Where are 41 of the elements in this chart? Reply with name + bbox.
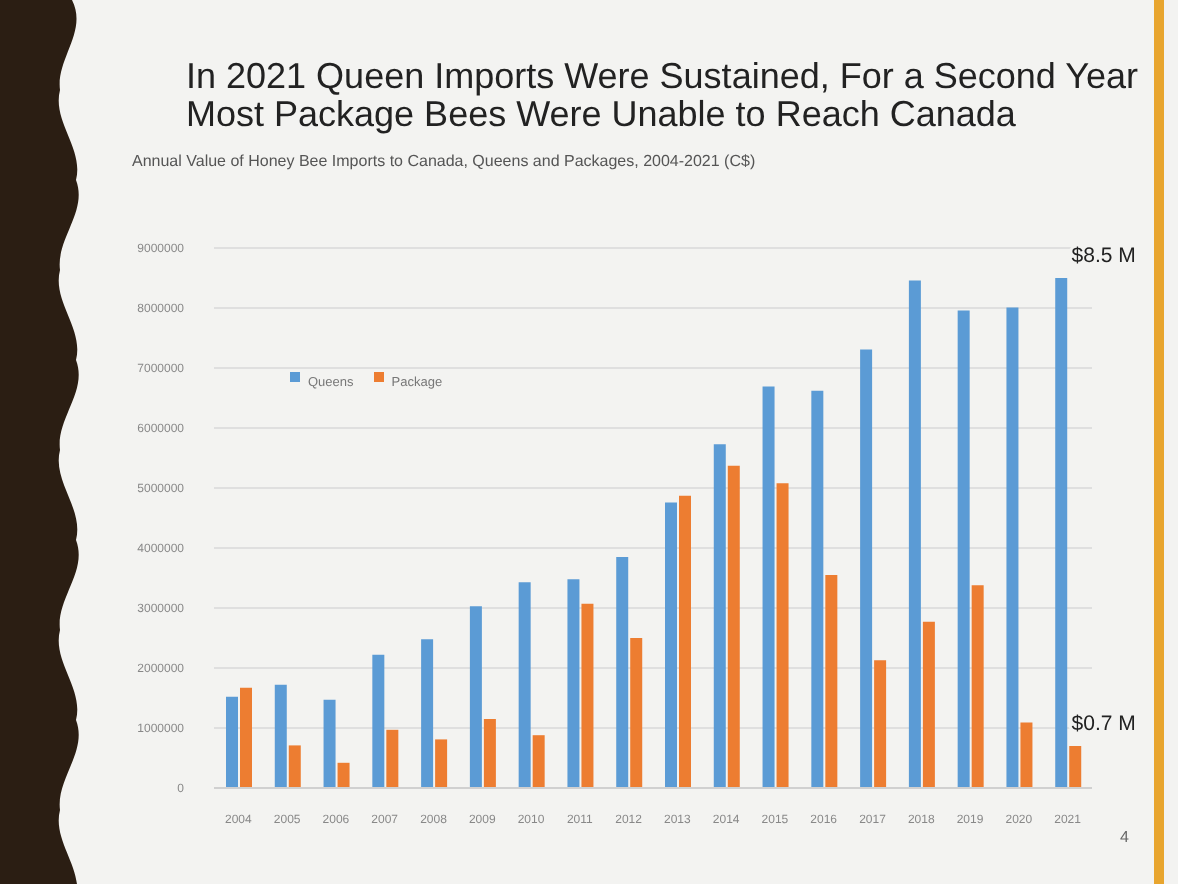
bar bbox=[240, 687, 252, 788]
bar bbox=[971, 585, 984, 788]
bar bbox=[483, 719, 496, 788]
bar bbox=[435, 739, 448, 788]
bar bbox=[323, 699, 336, 788]
annotation: $0.7 M bbox=[1071, 712, 1136, 736]
bar bbox=[518, 582, 531, 788]
bar bbox=[226, 696, 238, 788]
bar bbox=[1055, 278, 1068, 788]
bar bbox=[874, 660, 887, 788]
bar bbox=[616, 557, 629, 788]
chart-title: In 2021 Queen Imports Were Sustained, For a Second Year Most Package Bees Were Unable to Reach Canada bbox=[186, 56, 1140, 134]
annotation: $8.5 M bbox=[1071, 244, 1136, 268]
bar bbox=[957, 310, 970, 788]
bar bbox=[665, 502, 677, 788]
bar bbox=[469, 606, 482, 788]
bar bbox=[532, 735, 545, 788]
bar bbox=[727, 465, 740, 788]
bar bbox=[825, 575, 838, 788]
bar bbox=[922, 621, 935, 788]
bar bbox=[1020, 722, 1033, 788]
bar bbox=[811, 390, 824, 788]
bar bbox=[1069, 746, 1082, 788]
bar bbox=[567, 579, 580, 788]
bar bbox=[274, 684, 287, 788]
bar bbox=[762, 386, 775, 788]
bar bbox=[337, 762, 350, 788]
bar bbox=[1006, 307, 1019, 788]
bar bbox=[860, 349, 873, 788]
bar bbox=[372, 654, 385, 788]
bar bbox=[581, 603, 594, 788]
bar bbox=[908, 280, 921, 788]
bar bbox=[776, 483, 789, 788]
bar bbox=[288, 745, 301, 788]
bar bbox=[630, 638, 643, 788]
text: 4 bbox=[1120, 828, 1129, 846]
bar bbox=[679, 495, 691, 788]
bar bbox=[421, 639, 434, 788]
bar bbox=[713, 444, 726, 788]
chart-subtitle: Annual Value of Honey Bee Imports to Canada, Queens and Packages, 2004-2021 (C$) bbox=[132, 152, 756, 172]
bar bbox=[386, 729, 399, 788]
